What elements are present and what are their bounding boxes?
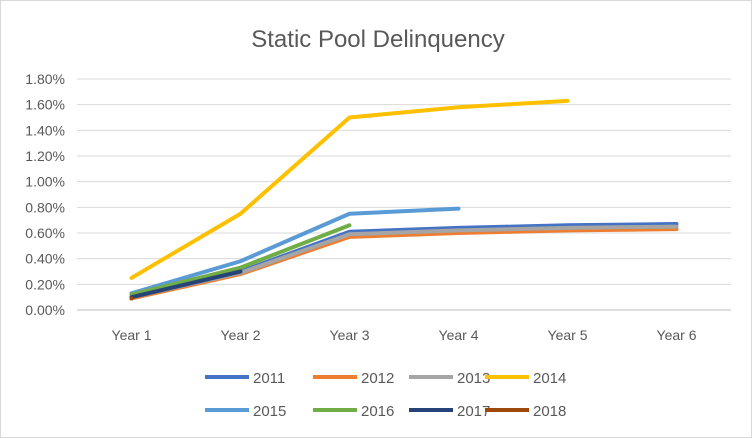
x-tick-label: Year 1 (112, 327, 152, 343)
series-line-2012 (129, 227, 679, 301)
x-tick-label: Year 6 (657, 327, 697, 343)
x-axis-ticks: Year 1 Year 2 Year 3 Year 4 Year 5 Year 6 (112, 327, 697, 343)
y-tick-label: 1.60% (25, 97, 65, 113)
y-tick-label: 1.80% (25, 71, 65, 87)
y-tick-label: 1.00% (25, 174, 65, 190)
legend-item-2014: 2014 (485, 370, 566, 387)
legend-label: 2014 (533, 370, 566, 387)
y-tick-label: 0.20% (25, 276, 65, 292)
chart-title: Static Pool Delinquency (251, 26, 504, 53)
legend: 2011 2012 2013 2014 2015 2016 2017 2018 (205, 370, 566, 420)
y-tick-label: 0.60% (25, 225, 65, 241)
y-tick-label: 1.40% (25, 122, 65, 138)
y-axis-ticks: 0.00% 0.20% 0.40% 0.60% 0.80% 1.00% 1.20% 1.40%… (25, 71, 65, 318)
x-tick-label: Year 3 (330, 327, 370, 343)
y-tick-label: 1.20% (25, 148, 65, 164)
x-tick-label: Year 5 (548, 327, 588, 343)
series-line-2013 (129, 224, 679, 300)
legend-item-2011: 2011 (205, 370, 285, 387)
legend-item-2015: 2015 (205, 403, 286, 420)
series-line-2017 (129, 269, 243, 300)
legend-label: 2013 (457, 370, 490, 387)
series-lines (129, 98, 679, 301)
x-tick-label: Year 4 (439, 327, 479, 343)
legend-item-2012: 2012 (313, 370, 394, 387)
legend-item-2018: 2018 (485, 403, 566, 420)
legend-label: 2015 (253, 403, 286, 420)
series-line-2014 (129, 98, 570, 280)
series-line-2015 (129, 206, 461, 296)
series-line-2016 (129, 223, 352, 297)
legend-item-2013: 2013 (409, 370, 490, 387)
y-tick-label: 0.00% (25, 302, 65, 318)
legend-label: 2012 (361, 370, 394, 387)
series-point-2018 (129, 296, 134, 301)
x-tick-label: Year 2 (221, 327, 261, 343)
legend-label: 2011 (253, 370, 285, 387)
legend-label: 2018 (533, 403, 566, 420)
y-tick-label: 0.80% (25, 199, 65, 215)
legend-item-2017: 2017 (409, 403, 490, 420)
legend-label: 2016 (361, 403, 394, 420)
legend-label: 2017 (457, 403, 490, 420)
y-tick-label: 0.40% (25, 251, 65, 267)
legend-item-2016: 2016 (313, 403, 394, 420)
